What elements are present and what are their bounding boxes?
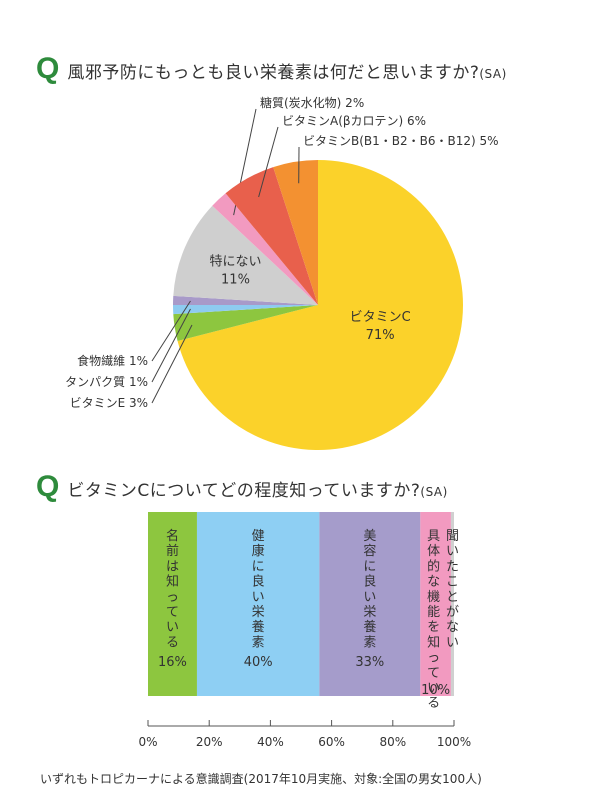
x-tick-label-0: 0% — [138, 735, 157, 749]
bar-label-segment-1: 健康に良い栄養素 — [252, 529, 265, 650]
pie-leader-slice-2 — [151, 308, 191, 383]
bar-value-segment-0: 16% — [158, 655, 187, 670]
pie-slice-3 — [173, 295, 318, 305]
bar-label-segment-3: 具体的な機能を知っている — [427, 529, 440, 711]
pie-leader-slice-1 — [151, 324, 193, 404]
bar-value-segment-1: 40% — [244, 655, 273, 670]
pie-slice-7 — [273, 160, 318, 305]
pie-label-slice-7: ビタミンB(B1・B2・B6・B12) 5% — [303, 134, 499, 148]
bar-segment-1 — [196, 512, 320, 696]
question-1-mark: Q — [36, 52, 60, 85]
pie-slice-4 — [173, 205, 318, 305]
pie-label-slice-0: ビタミンC — [350, 310, 411, 325]
bar-segment-0 — [148, 512, 197, 696]
pie-slice-0 — [177, 160, 464, 451]
question-2-suffix: (SA) — [420, 485, 448, 499]
bar-segment-4 — [450, 512, 454, 696]
bar-label-segment-4: 聞いたことがない — [446, 529, 459, 650]
survey-footnote: いずれもトロピカーナによる意識調査(2017年10月実施、対象:全国の男女100… — [40, 772, 482, 786]
question-1-heading: Q 風邪予防にもっとも良い栄養素は何だと思いますか?(SA) — [36, 52, 507, 86]
x-tick-label-5: 100% — [437, 735, 471, 749]
question-1-text: 風邪予防にもっとも良い栄養素は何だと思いますか?(SA) — [67, 58, 506, 83]
x-tick-label-1: 20% — [196, 735, 223, 749]
pie-value-slice-0: 71% — [366, 328, 395, 343]
x-tick-label-2: 40% — [257, 735, 284, 749]
pie-slice-5 — [212, 193, 318, 305]
question-1-suffix: (SA) — [479, 67, 507, 81]
pie-value-slice-4: 11% — [221, 272, 250, 287]
pie-slice-2 — [173, 305, 318, 315]
question-2-text: ビタミンCについてどの程度知っていますか?(SA) — [67, 476, 447, 501]
pie-label-slice-4: 特にない — [209, 254, 261, 269]
pie-slice-6 — [225, 167, 318, 305]
pie-label-slice-3: 食物繊維 1% — [77, 353, 148, 368]
question-2-heading: Q ビタミンCについてどの程度知っていますか?(SA) — [36, 470, 448, 504]
pie-label-slice-5: 糖質(炭水化物) 2% — [260, 95, 364, 110]
pie-label-slice-6: ビタミンA(βカロテン) 6% — [282, 114, 426, 128]
x-tick-label-4: 80% — [379, 735, 406, 749]
x-tick-label-3: 60% — [318, 735, 345, 749]
pie-leader-slice-6 — [258, 126, 279, 198]
bar-segment-2 — [319, 512, 421, 696]
bar-value-segment-2: 33% — [355, 655, 384, 670]
pie-leader-slice-3 — [151, 300, 191, 362]
pie-chart: ビタミンC 71% ビタミンE 3% タンパク質 1% 食物繊維 1% 特にない 11% 糖質… — [65, 95, 499, 451]
stacked-bar-chart: 名前は知っている 16% 健康に良い栄養素 40% 美容に良い栄養素 33% 具体的な機能を… — [138, 512, 471, 749]
bar-label-segment-0: 名前は知っている — [166, 528, 179, 650]
pie-label-slice-1: ビタミンE 3% — [70, 396, 148, 410]
bar-label-segment-2: 美容に良い栄養素 — [363, 529, 376, 650]
pie-slice-1 — [173, 305, 318, 342]
pie-label-slice-2: タンパク質 1% — [65, 374, 148, 389]
question-1-title: 風邪予防にもっとも良い栄養素は何だと思いますか? — [67, 63, 480, 83]
question-2-mark: Q — [36, 470, 60, 503]
question-2-title: ビタミンCについてどの程度知っていますか? — [67, 481, 421, 501]
bar-segment-3 — [420, 512, 451, 696]
bar-value-segment-3: 10% — [421, 683, 450, 698]
